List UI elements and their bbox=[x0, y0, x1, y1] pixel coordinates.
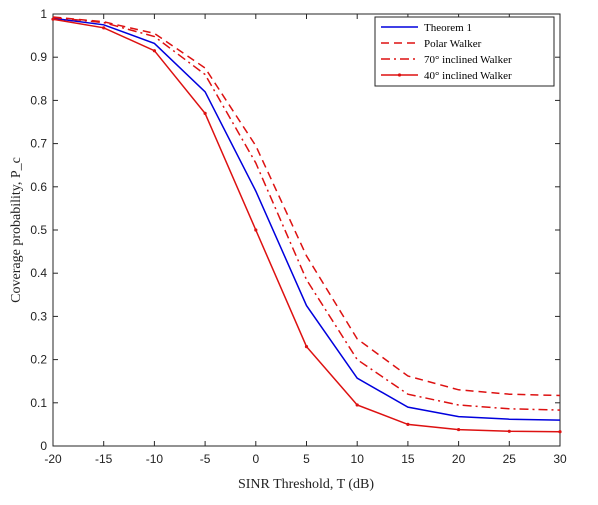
x-tick-label: -20 bbox=[44, 452, 62, 466]
x-axis-label: SINR Threshold, T (dB) bbox=[238, 477, 374, 492]
y-tick-label: 0.3 bbox=[30, 309, 47, 323]
y-tick-label: 0.5 bbox=[30, 223, 47, 237]
y-tick-label: 0.9 bbox=[30, 50, 47, 64]
x-tick-label: -5 bbox=[200, 452, 211, 466]
series-point-3 bbox=[558, 430, 562, 434]
series-line-1 bbox=[52, 16, 561, 397]
y-tick-label: 1 bbox=[40, 7, 47, 21]
x-tick-label: 30 bbox=[553, 452, 567, 466]
x-tick-label: 0 bbox=[252, 452, 259, 466]
x-tick-label: 15 bbox=[401, 452, 415, 466]
x-tick-label: -10 bbox=[146, 452, 164, 466]
y-tick-label: 0.8 bbox=[30, 93, 47, 107]
x-tick-label: 25 bbox=[503, 452, 517, 466]
y-axis-label: Coverage probability, P_c bbox=[9, 157, 24, 303]
series-point-3 bbox=[507, 429, 511, 433]
legend-label-0: Theorem 1 bbox=[424, 22, 472, 34]
series-point-3 bbox=[102, 26, 106, 30]
y-tick-label: 0 bbox=[40, 439, 47, 453]
series-line-0 bbox=[52, 17, 561, 421]
x-tick-label: 20 bbox=[452, 452, 466, 466]
legend-swatch-dot bbox=[397, 73, 402, 77]
y-tick-label: 0.4 bbox=[30, 266, 47, 280]
series-layer bbox=[51, 16, 562, 434]
y-tick-label: 0.7 bbox=[30, 137, 47, 151]
y-tick-label: 0.6 bbox=[30, 180, 47, 194]
series-point-3 bbox=[304, 345, 309, 349]
y-tick-label: 0.2 bbox=[30, 353, 47, 367]
legend-label-3: 40° inclined Walker bbox=[424, 70, 512, 82]
x-tick-label: 5 bbox=[303, 452, 310, 466]
legend: Theorem 1 Polar Walker 70° inclined Walker… bbox=[374, 16, 555, 87]
x-axis: -20 -15 -10 -5 0 5 10 15 20 25 30 bbox=[44, 14, 567, 466]
series-point-3 bbox=[406, 422, 410, 426]
series-point-3 bbox=[152, 49, 156, 53]
y-tick-label: 0.1 bbox=[30, 396, 47, 410]
series-point-3 bbox=[203, 111, 207, 115]
legend-label-2: 70° inclined Walker bbox=[424, 54, 512, 66]
series-point-3 bbox=[51, 17, 55, 21]
y-axis: 0 0.1 0.2 0.3 0.4 0.5 0.6 0.7 0.8 0.9 1 bbox=[30, 7, 560, 453]
series-point-3 bbox=[355, 403, 359, 407]
series-point-3 bbox=[254, 228, 258, 232]
legend-label-1: Polar Walker bbox=[424, 38, 482, 50]
series-point-3 bbox=[457, 427, 461, 432]
x-tick-label: 10 bbox=[351, 452, 365, 466]
x-tick-label: -15 bbox=[95, 452, 113, 466]
